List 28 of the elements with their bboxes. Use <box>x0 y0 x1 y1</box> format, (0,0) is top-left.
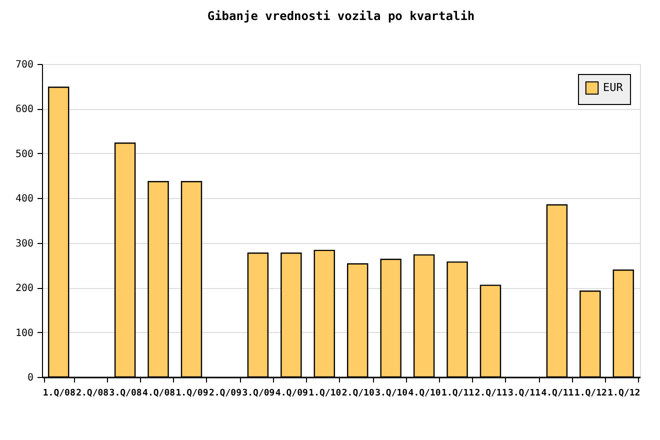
y-tick-label: 600 <box>15 104 34 116</box>
x-tick-label: 2.Q/10 <box>342 388 374 398</box>
chart-title: Gibanje vrednosti vozila po kvartalih <box>207 9 475 23</box>
x-tick-label: 3.Q/08 <box>109 388 142 398</box>
x-tick-label: 4.Q/10 <box>408 388 441 398</box>
y-tick-label: 300 <box>15 238 34 250</box>
x-tick-label: 1.Q/09 <box>176 388 208 398</box>
x-tick-label: 3.Q/09 <box>242 388 275 398</box>
x-tick-label: 4.Q/09 <box>275 388 308 398</box>
x-tick-label: 1.Q/12 <box>574 388 607 398</box>
x-tick-label: 2.Q/09 <box>208 388 242 398</box>
y-tick-label: 500 <box>15 148 34 160</box>
x-tick-label: 1.Q/08 <box>42 388 76 398</box>
x-tick-label: 3.Q/11 <box>508 388 540 398</box>
x-tick-label: 1.Q/11 <box>442 388 474 398</box>
x-tick-label: 2.Q/08 <box>76 388 109 398</box>
y-tick-label: 400 <box>15 194 34 205</box>
x-tick-label: 2.Q/11 <box>474 388 508 398</box>
x-tick-label: 1.Q/12 <box>608 388 640 398</box>
y-tick-label: 100 <box>15 328 34 339</box>
y-tick-label: 0 <box>27 372 34 384</box>
y-tick-label: 200 <box>15 283 34 294</box>
x-tick-label: 3.Q/10 <box>375 388 408 398</box>
x-tick-label: 4.Q/08 <box>142 388 176 398</box>
x-tick-label: 4.Q/11 <box>541 388 574 398</box>
x-tick-label: 1.Q/10 <box>308 388 342 398</box>
legend-label: EUR <box>603 81 624 94</box>
y-tick-label: 700 <box>15 60 34 70</box>
